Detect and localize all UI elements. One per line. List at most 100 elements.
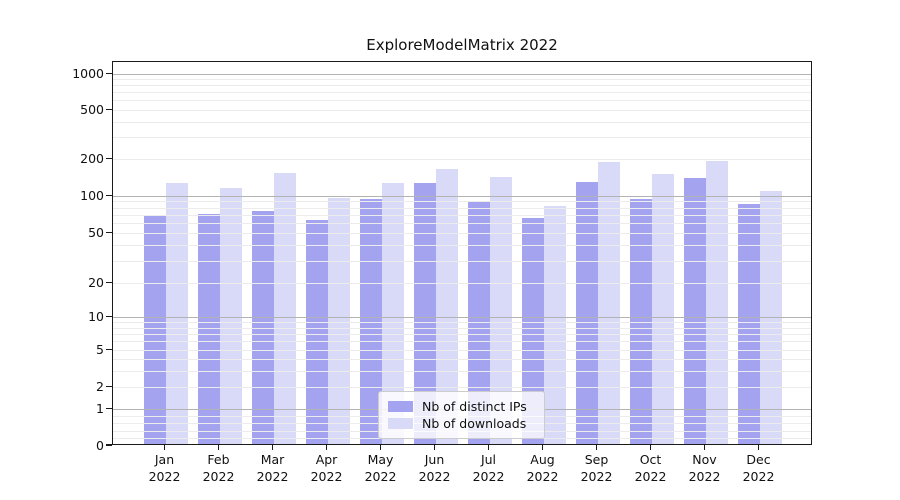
y-tick-mark xyxy=(106,72,112,74)
minor-gridline xyxy=(113,85,811,87)
minor-gridline xyxy=(113,245,811,247)
minor-gridline xyxy=(113,79,811,81)
minor-gridline xyxy=(113,341,811,343)
x-tick-label: Jan 2022 xyxy=(148,452,181,484)
x-tick-label: May 2022 xyxy=(364,452,397,484)
bar-distinct-ips xyxy=(251,210,274,444)
y-tick-mark xyxy=(106,281,112,284)
y-tick-mark xyxy=(106,407,112,409)
minor-gridline xyxy=(113,100,811,102)
bar-distinct-ips xyxy=(683,178,706,444)
bar-downloads xyxy=(381,182,404,444)
bar-downloads xyxy=(543,206,566,444)
bar-downloads xyxy=(705,160,728,444)
bar-distinct-ips xyxy=(143,215,166,444)
minor-gridline xyxy=(113,137,811,139)
x-tick-mark xyxy=(487,445,490,450)
minor-gridline xyxy=(113,109,811,111)
x-tick-mark xyxy=(163,445,166,450)
x-tick-mark xyxy=(649,445,652,450)
y-tick-label: 2 xyxy=(96,379,104,395)
legend: Nb of distinct IPs Nb of downloads xyxy=(378,391,545,439)
bar-downloads xyxy=(489,177,512,444)
bar-downloads xyxy=(651,173,674,444)
x-tick-mark xyxy=(325,445,328,450)
x-tick-mark xyxy=(379,445,382,450)
legend-label: Nb of downloads xyxy=(422,415,527,431)
legend-swatch-distinct-ips xyxy=(388,400,413,412)
x-tick-label: Aug 2022 xyxy=(526,452,559,484)
y-tick-mark xyxy=(106,157,112,160)
y-tick-mark xyxy=(106,444,112,446)
x-tick-label: Jul 2022 xyxy=(472,452,505,484)
legend-item-distinct-ips: Nb of distinct IPs xyxy=(388,398,535,414)
y-tick-label: 0 xyxy=(96,437,104,453)
legend-item-downloads: Nb of downloads xyxy=(388,415,535,431)
x-tick-mark xyxy=(595,445,598,450)
grid-layer xyxy=(113,62,811,444)
minor-gridline xyxy=(113,387,811,389)
x-tick-mark xyxy=(703,445,706,450)
bar-downloads xyxy=(165,182,188,444)
minor-gridline xyxy=(113,207,811,209)
minor-gridline xyxy=(113,215,811,217)
x-tick-label: Feb 2022 xyxy=(202,452,235,484)
minor-gridline xyxy=(113,322,811,324)
x-tick-label: Apr 2022 xyxy=(310,452,343,484)
minor-gridline xyxy=(113,223,811,225)
bar-distinct-ips xyxy=(413,183,436,444)
y-tick-label: 5 xyxy=(96,341,104,357)
y-tick-mark xyxy=(106,386,112,388)
y-tick-label: 200 xyxy=(80,151,104,167)
x-tick-label: Mar 2022 xyxy=(256,452,289,484)
y-tick-label: 1000 xyxy=(72,65,104,81)
y-tick-mark xyxy=(106,108,112,110)
plot-area xyxy=(112,61,812,445)
bar-distinct-ips xyxy=(575,181,598,444)
chart-title: ExploreModelMatrix 2022 xyxy=(366,36,558,54)
minor-gridline xyxy=(113,92,811,94)
y-tick-label: 50 xyxy=(88,225,104,241)
x-tick-label: Dec 2022 xyxy=(742,452,775,484)
y-tick-label: 10 xyxy=(88,309,104,325)
y-tick-mark xyxy=(106,231,112,234)
y-tick-mark xyxy=(106,316,112,318)
bar-distinct-ips xyxy=(197,213,220,444)
y-axis: 0 1 2 5 10 20 50 100 200 500 1000 xyxy=(0,0,112,500)
x-tick-mark xyxy=(217,445,220,450)
x-tick-label: Nov 2022 xyxy=(688,452,721,484)
bar-distinct-ips xyxy=(629,199,652,444)
x-tick-mark xyxy=(433,445,436,450)
legend-swatch-downloads xyxy=(388,417,413,429)
minor-gridline xyxy=(113,358,811,360)
major-gridline xyxy=(113,317,811,319)
major-gridline xyxy=(113,195,811,197)
bar-downloads xyxy=(597,161,620,444)
y-tick-mark xyxy=(106,194,112,196)
minor-gridline xyxy=(113,261,811,263)
minor-gridline xyxy=(113,349,811,351)
minor-gridline xyxy=(113,159,811,161)
minor-gridline xyxy=(113,370,811,372)
bar-distinct-ips xyxy=(359,198,382,444)
x-tick-label: Oct 2022 xyxy=(634,452,667,484)
bar-downloads xyxy=(327,198,350,444)
major-gridline xyxy=(113,73,811,75)
y-tick-mark xyxy=(106,348,112,350)
bar-distinct-ips xyxy=(737,203,760,444)
minor-gridline xyxy=(113,327,811,329)
y-tick-label: 1 xyxy=(96,400,104,416)
legend-label: Nb of distinct IPs xyxy=(422,398,527,414)
minor-gridline xyxy=(113,333,811,335)
y-tick-label: 100 xyxy=(80,187,104,203)
bar-downloads xyxy=(219,188,242,444)
bar-downloads xyxy=(435,168,458,444)
y-tick-label: 20 xyxy=(88,275,104,291)
y-tick-label: 500 xyxy=(80,101,104,117)
minor-gridline xyxy=(113,201,811,203)
bar-downloads xyxy=(273,173,296,444)
x-tick-mark xyxy=(757,445,760,450)
x-tick-label: Jun 2022 xyxy=(418,452,451,484)
minor-gridline xyxy=(113,283,811,285)
